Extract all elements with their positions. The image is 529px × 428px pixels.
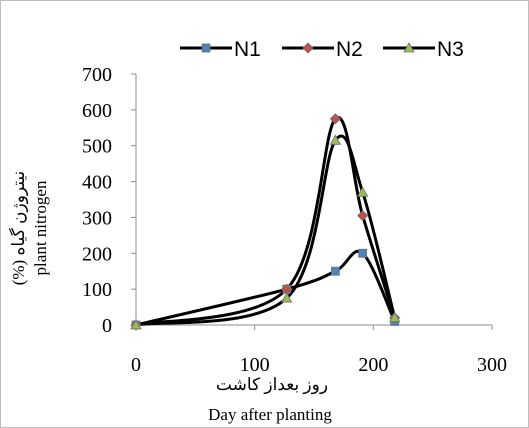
series-line-n2 (135, 116, 397, 327)
y-axis-title-persian: نیتروژن گیاه (%) (8, 171, 29, 286)
y-tick-label: 0 (102, 315, 112, 337)
series-line-n1 (135, 249, 397, 327)
data-point-n3 (281, 292, 293, 303)
x-tick-label: 300 (477, 354, 507, 376)
legend-item-n3: N3 (383, 38, 464, 61)
y-tick-label: 200 (82, 243, 112, 265)
series-line-n3 (135, 134, 397, 327)
legend-item-n2: N2 (282, 38, 363, 61)
data-point-n2 (357, 210, 369, 222)
y-tick-label: 600 (82, 100, 112, 122)
x-tick-label: 100 (240, 354, 270, 376)
series-markers (130, 113, 401, 331)
y-tick-label: 300 (82, 207, 112, 229)
series-lines (135, 116, 397, 327)
data-point-n2 (329, 113, 341, 125)
x-tick-label: 0 (131, 354, 141, 376)
legend-marker-n1 (201, 43, 211, 53)
x-axis-ticks: 0 100 200 300 (131, 325, 507, 376)
legend-marker-n2 (302, 42, 314, 54)
data-point-n1 (330, 266, 340, 276)
y-tick-label: 400 (82, 172, 112, 194)
y-axis-ticks: 0 100 200 300 400 500 600 700 (82, 64, 136, 337)
legend-label-n2: N2 (336, 38, 363, 61)
y-tick-label: 700 (82, 64, 112, 86)
x-tick-label: 200 (358, 354, 388, 376)
legend-label-n1: N1 (234, 38, 261, 61)
x-axis-title-persian: روز بعداز کاشت (216, 375, 328, 395)
data-point-n3 (389, 312, 401, 323)
y-tick-label: 500 (82, 136, 112, 158)
y-tick-label: 100 (82, 279, 112, 301)
data-point-n3 (130, 319, 142, 330)
legend-marker-n3 (403, 42, 415, 53)
legend-label-n3: N3 (437, 38, 464, 61)
y-axis-title-english: plant nitrogen (31, 180, 50, 275)
legend-item-n1: N1 (180, 38, 261, 61)
data-point-n1 (358, 248, 368, 258)
data-point-n3 (356, 186, 369, 197)
data-point-n3 (329, 134, 342, 145)
legend: N1 N2 N3 (180, 38, 464, 61)
x-axis-title-english: Day after planting (208, 405, 332, 424)
